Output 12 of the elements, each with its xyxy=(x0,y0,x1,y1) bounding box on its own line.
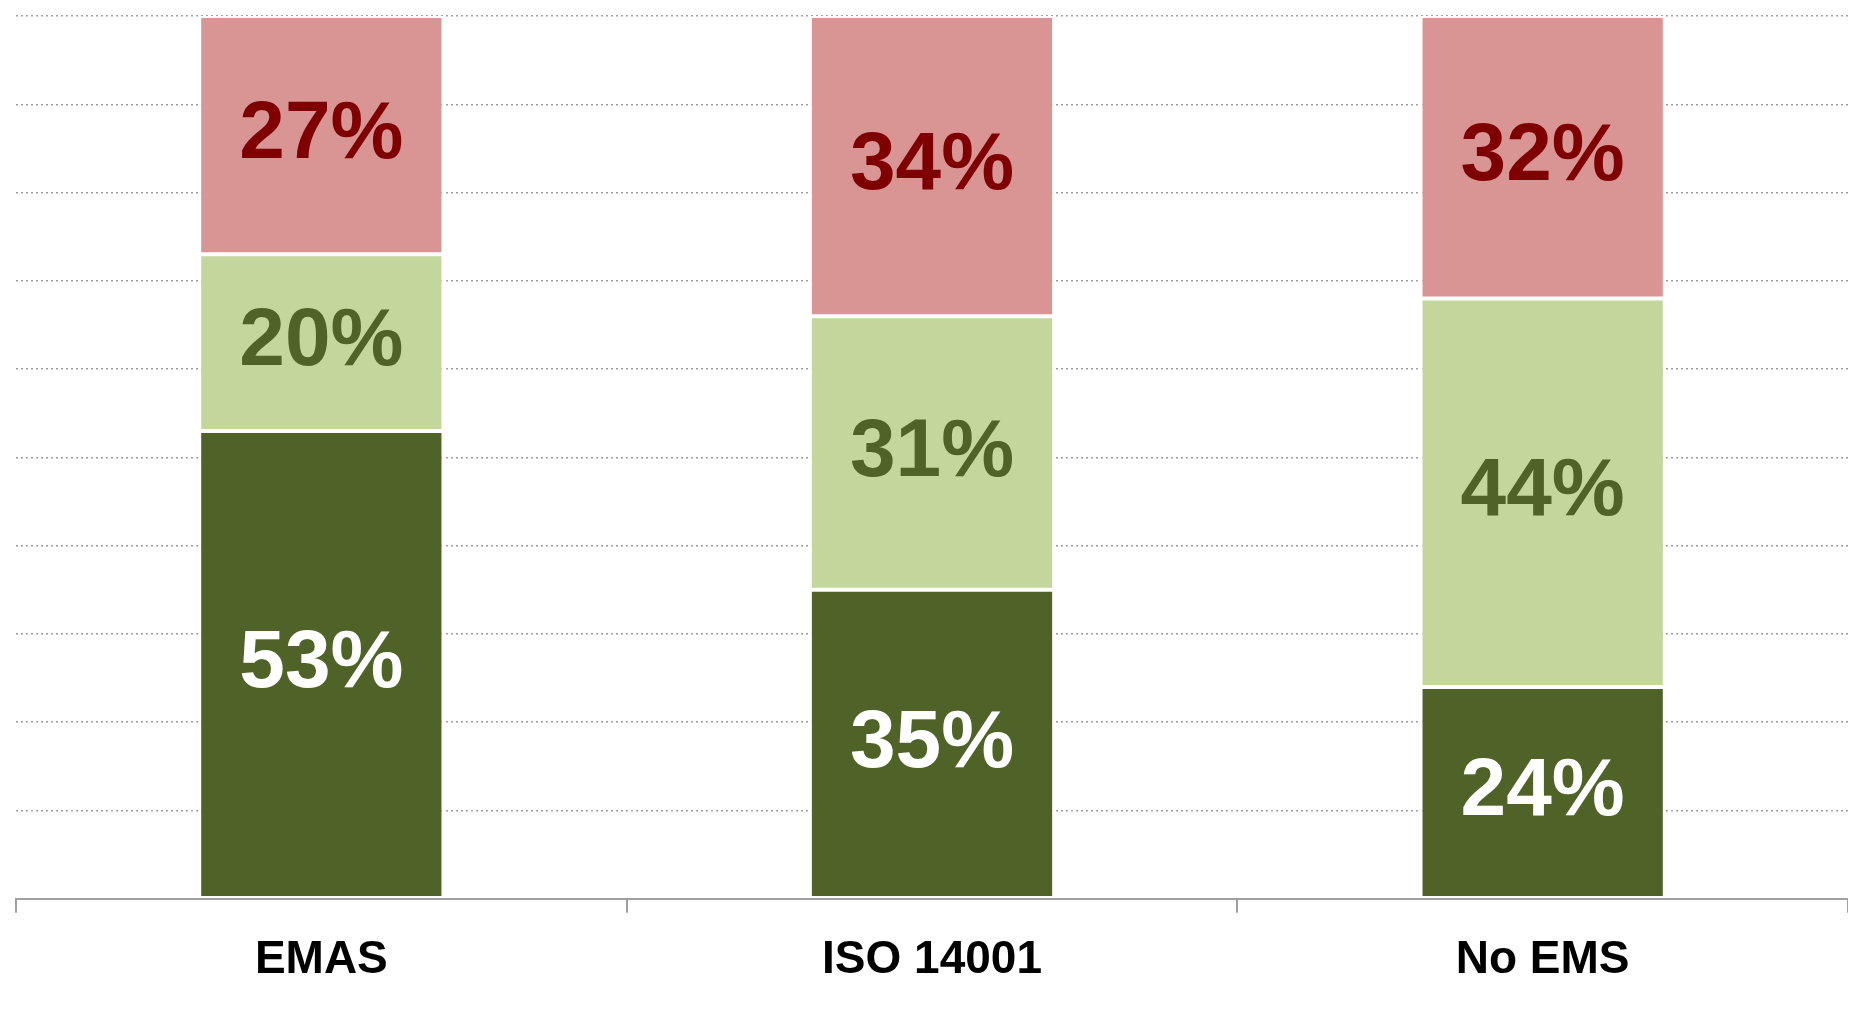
data-label: 31% xyxy=(849,401,1015,493)
data-label: 27% xyxy=(239,83,404,175)
data-label: 44% xyxy=(1460,441,1625,533)
x-tick-label: EMAS xyxy=(254,931,388,984)
data-label: 53% xyxy=(239,613,404,705)
data-label: 20% xyxy=(239,291,404,383)
x-tick-label: ISO 14001 xyxy=(822,931,1042,984)
x-tick-label: No EMS xyxy=(1455,931,1630,984)
data-label: 24% xyxy=(1460,741,1625,833)
data-label: 35% xyxy=(849,692,1015,784)
data-label: 32% xyxy=(1460,105,1625,197)
data-label: 34% xyxy=(849,114,1015,206)
